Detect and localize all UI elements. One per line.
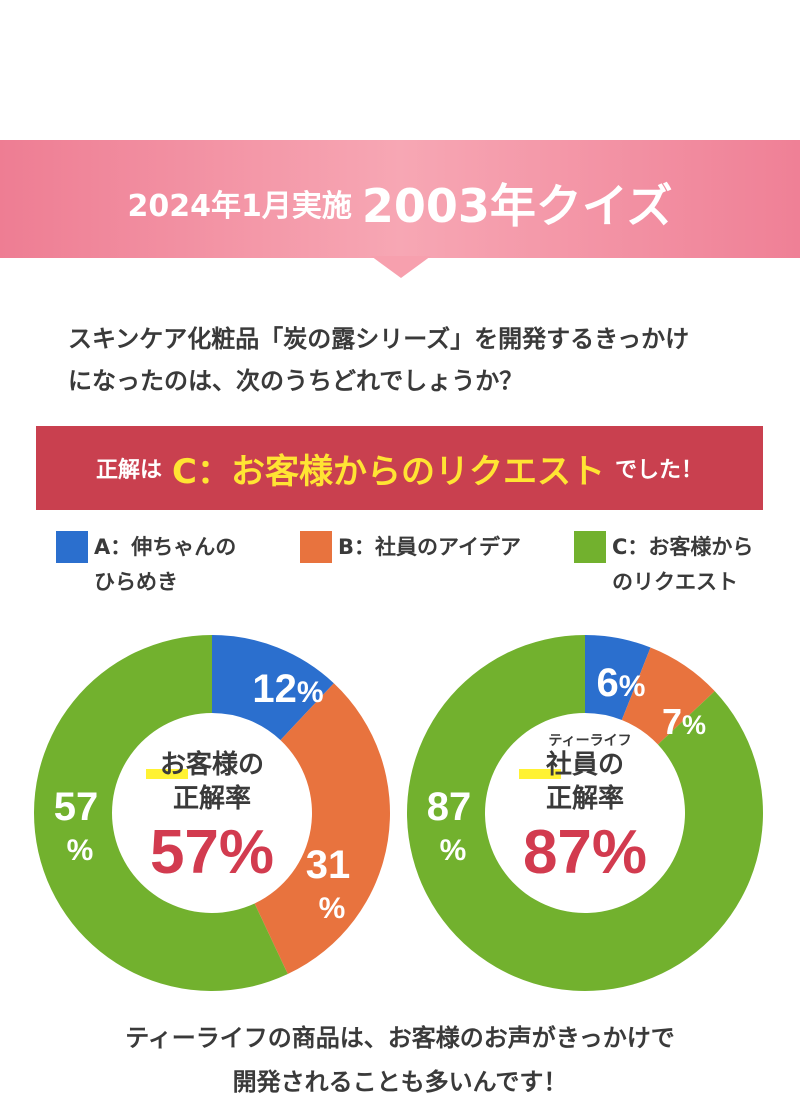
- footer-line-1: ティーライフの商品は、お客様のお声がきっかけで: [125, 1024, 675, 1052]
- legend-c-line-1: C：お客様から: [612, 535, 754, 559]
- banner-pointer: [371, 256, 431, 278]
- chart2-slice-2: [621, 647, 715, 745]
- quiz-title: 2003年クイズ: [361, 179, 673, 233]
- chart2-label-1-unit: %: [619, 670, 646, 703]
- chart2-slice-1: [585, 635, 651, 721]
- chart2-slice-3: [406, 635, 763, 991]
- legend-label-b: B：社員のアイデア: [338, 530, 558, 565]
- legend-label-c: C：お客様から のリクエスト: [612, 530, 792, 600]
- chart1-label-1-unit: %: [297, 676, 324, 709]
- answer-prefix: 正解は: [96, 458, 163, 483]
- chart1-label-2-unit: %: [319, 892, 346, 925]
- answer-suffix: でした！: [614, 458, 703, 483]
- header-banner: [0, 140, 800, 258]
- quiz-question: スキンケア化粧品「炭の露シリーズ」を開発するきっかけ になったのは、次のうちどれ…: [68, 318, 768, 402]
- legend-item-c: C：お客様から のリクエスト: [574, 530, 792, 600]
- legend-label-a: A：伸ちゃんの ひらめき: [94, 530, 274, 600]
- chart2-label-1: 6%: [597, 661, 646, 705]
- chart2-center-line-2: 正解率: [546, 783, 624, 814]
- chart1-center-highlight: [146, 769, 188, 779]
- chart2-center-highlight: [519, 769, 561, 779]
- chart2-label-3: 87%: [427, 785, 472, 867]
- question-line-2: になったのは、次のうちどれでしょうか？: [68, 367, 524, 395]
- quiz-header: 2024年1月実施 2003年クイズ: [0, 170, 800, 236]
- chart2-label-2-unit: %: [682, 710, 706, 740]
- chart1-label-2: 31%: [306, 843, 351, 925]
- chart1-center-line-1: お客様の: [160, 749, 264, 780]
- chart2-label-2-num: 7: [662, 701, 682, 742]
- chart2-label-3-num: 87: [427, 785, 472, 829]
- legend-b-line-1: B：社員のアイデア: [338, 535, 521, 559]
- chart1-label-1-num: 12: [252, 667, 297, 711]
- question-line-1: スキンケア化粧品「炭の露シリーズ」を開発するきっかけ: [68, 325, 690, 353]
- legend-a-line-1: A：伸ちゃんの: [94, 535, 237, 559]
- chart1-center-rate: 57%: [150, 818, 274, 887]
- chart1-label-2-num: 31: [306, 843, 351, 887]
- chart2-center-rate: 87%: [523, 818, 647, 887]
- answer-main: C：お客様からのリクエスト: [172, 451, 605, 492]
- quiz-date-label: 2024年1月実施: [127, 189, 352, 224]
- chart2-center-line-1: 社員の: [546, 749, 624, 780]
- legend-item-b: B：社員のアイデア: [300, 530, 558, 565]
- legend-a-line-2: ひらめき: [94, 570, 178, 594]
- legend-item-a: A：伸ちゃんの ひらめき: [56, 530, 274, 600]
- legend-c-line-2: のリクエスト: [612, 570, 738, 594]
- legend-swatch-c: [574, 531, 606, 563]
- chart2-center-ruby: ティーライフ: [548, 733, 631, 749]
- chart1-label-1: 12%: [252, 667, 323, 711]
- chart1-label-3-unit: %: [67, 834, 94, 867]
- legend-swatch-a: [56, 531, 88, 563]
- chart1-slice-2: [254, 683, 390, 975]
- chart2-label-3-unit: %: [440, 834, 467, 867]
- chart2-label-1-num: 6: [597, 661, 619, 705]
- legend-swatch-b: [300, 531, 332, 563]
- chart1-center-line-2: 正解率: [173, 783, 251, 814]
- chart1-slice-3: [33, 635, 288, 991]
- chart1-label-3: 57%: [54, 785, 99, 867]
- footer-note: ティーライフの商品は、お客様のお声がきっかけで 開発されることも多いんです！: [0, 1016, 800, 1104]
- footer-line-2: 開発されることも多いんです！: [232, 1068, 568, 1096]
- answer-banner: 正解は C：お客様からのリクエスト でした！: [36, 426, 763, 510]
- chart1-slice-1: [212, 635, 334, 741]
- chart1-label-3-num: 57: [54, 785, 99, 829]
- chart2-label-2: 7%: [662, 701, 706, 742]
